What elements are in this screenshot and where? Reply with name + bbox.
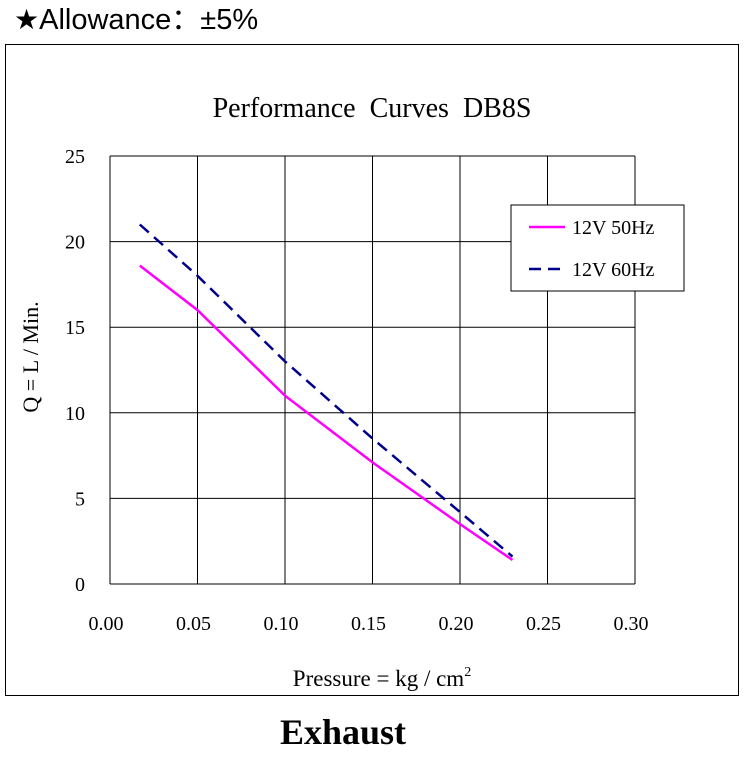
exhaust-label: Exhaust [279, 712, 407, 752]
x-tick-label: 0.20 [439, 613, 474, 635]
y-tick-label: 15 [65, 317, 85, 339]
legend-label: 12V 50Hz [572, 217, 655, 239]
x-tick-label: 0.15 [351, 613, 386, 635]
x-axis-label-text: Pressure = kg / cm [293, 666, 464, 691]
allowance-note: ★Allowance：±5% [14, 2, 258, 38]
chart-title: Performance Curves DB8S [213, 93, 532, 124]
chart-frame [5, 44, 739, 696]
series-line-1 [139, 264, 514, 562]
y-tick-label: 20 [65, 232, 85, 254]
x-tick-labels: 0.00 0.05 0.10 0.15 0.20 0.25 0.30 [89, 613, 649, 635]
x-tick-label: 0.05 [176, 613, 211, 635]
legend: 12V 50Hz 12V 60Hz [510, 204, 685, 292]
y-tick-label: 5 [75, 488, 85, 510]
legend-box [510, 204, 685, 292]
y-tick-label: 0 [75, 574, 85, 596]
x-axis-label: Pressure = kg / cm2 [293, 665, 471, 691]
x-tick-label: 0.00 [89, 613, 124, 635]
series-line-2 [138, 223, 514, 558]
series-lines [138, 223, 514, 562]
legend-label: 12V 60Hz [572, 259, 655, 281]
star-icon: ★ [14, 3, 40, 36]
x-tick-label: 0.10 [264, 613, 299, 635]
allowance-text: Allowance：±5% [39, 4, 259, 36]
y-tick-labels: 0 5 10 15 20 25 [65, 146, 85, 596]
y-tick-label: 25 [65, 146, 85, 168]
x-tick-label: 0.30 [614, 613, 649, 635]
x-tick-label: 0.25 [526, 613, 561, 635]
y-axis-label: Q = L / Min. [18, 301, 43, 412]
y-tick-label: 10 [65, 403, 85, 425]
x-axis-label-superscript: 2 [464, 665, 471, 680]
